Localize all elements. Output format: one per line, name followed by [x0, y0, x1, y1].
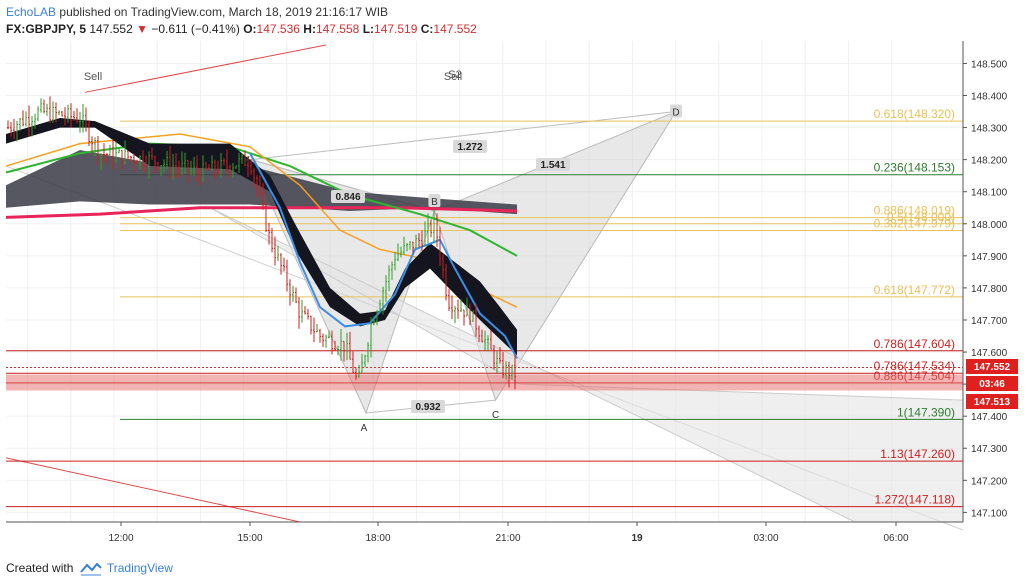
fib-level-label: 0.886(148.019)	[874, 204, 955, 218]
pattern-xd-line	[250, 111, 677, 161]
y-tick-label: 147.300	[971, 444, 1008, 455]
down-arrow-icon: ▼	[136, 22, 148, 36]
ratio-label: 0.846	[335, 192, 360, 203]
pattern-point-label: C	[492, 410, 499, 421]
ma-blue	[249, 152, 518, 359]
y-tick-label: 148.200	[971, 156, 1008, 167]
price-tag-label: 147.552	[974, 362, 1011, 373]
x-tick-label: 15:00	[237, 533, 262, 544]
author-link[interactable]: EchoLAB	[6, 5, 57, 19]
close-label: C:	[420, 22, 434, 36]
ma-red	[5, 206, 518, 219]
fib-level-label: 0.236(148.153)	[874, 161, 955, 175]
chart-annotation: Sell	[84, 71, 102, 83]
pattern-point-label: X	[243, 156, 250, 167]
prz-band	[6, 374, 963, 391]
fib-level-label: 0.618(148.320)	[874, 107, 955, 121]
high-label: H:	[303, 22, 316, 36]
low-label: L:	[362, 22, 375, 36]
tradingview-logo-icon	[79, 562, 102, 576]
created-with: Created with	[6, 561, 74, 575]
y-tick-label: 148.300	[971, 124, 1008, 135]
fib-level-label: 0.5(148.000)	[887, 210, 955, 224]
fib-level-label: 0.786(147.604)	[874, 337, 955, 351]
open-value: 147.536	[256, 22, 300, 36]
fib-level-label: 0.786(147.534)	[874, 359, 955, 373]
ratio-label: 1.541	[540, 160, 565, 171]
price-tag	[966, 394, 1018, 409]
ratio-label: 0.932	[415, 402, 440, 413]
y-tick-label: 147.400	[971, 412, 1008, 423]
y-tick-label: 148.100	[971, 188, 1008, 199]
tradingview-brand[interactable]: TradingView	[106, 561, 173, 575]
fib-level-label: 0.618(147.772)	[874, 283, 955, 297]
pattern-point-label: B	[431, 197, 438, 208]
symbol[interactable]: FX:GBPJPY, 5	[6, 22, 87, 36]
x-tick-label: 18:00	[365, 533, 390, 544]
ratio-badge	[411, 400, 445, 413]
change: −0.611 (−0.41%)	[151, 22, 240, 36]
y-tick-label: 148.400	[971, 92, 1008, 103]
y-tick-label: 148.500	[971, 59, 1008, 70]
price-tag-label: 147.513	[974, 397, 1011, 408]
channel-line-upper	[84, 44, 327, 93]
y-tick-label: 147.600	[971, 348, 1008, 359]
ratio-badge	[453, 140, 487, 153]
high-value: 147.558	[315, 22, 360, 36]
open-label: O:	[243, 22, 257, 36]
x-tick-label: 19	[631, 533, 643, 544]
symbol-line: FX:GBPJPY, 5 147.552 ▼ −0.611 (−0.41%) O…	[6, 22, 477, 36]
x-tick-label: 06:00	[883, 533, 908, 544]
pattern-point-label: A	[361, 423, 368, 434]
y-tick-label: 147.100	[971, 508, 1008, 519]
channel-line-lower	[5, 457, 301, 523]
ratio-label: 1.272	[457, 142, 482, 153]
price-tag	[966, 376, 1018, 391]
pattern-point-badge	[428, 193, 441, 207]
y-tick-label: 147.900	[971, 252, 1008, 263]
fib-level-label: 1.272(147.118)	[874, 493, 955, 507]
x-tick-label: 03:00	[753, 533, 778, 544]
fib-level-label: 0.382(147.979)	[874, 217, 955, 231]
y-tick-label: 147.700	[971, 316, 1008, 327]
ratio-badge	[331, 190, 365, 203]
close-value: 147.552	[433, 22, 477, 36]
fib-level-label: 1.13(147.260)	[880, 447, 955, 461]
y-tick-label: 148.000	[971, 220, 1008, 231]
fib-level-label: 1(147.390)	[897, 405, 955, 419]
y-tick-label: 147.800	[971, 284, 1008, 295]
price-tag	[966, 359, 1018, 374]
footer: Created with TradingView	[6, 561, 173, 576]
ratio-badge	[536, 158, 570, 171]
chart-annotation: S2	[448, 69, 461, 81]
x-tick-label: 12:00	[108, 533, 133, 544]
pattern-point-badge	[670, 104, 682, 118]
y-tick-label: 147.200	[971, 476, 1008, 487]
last-price: 147.552	[89, 22, 133, 36]
price-tag-label: 03:46	[979, 379, 1005, 390]
low-value: 147.519	[374, 22, 418, 36]
publish-line: EchoLAB published on TradingView.com, Ma…	[6, 5, 388, 19]
published-text: published on TradingView.com, March 18, …	[59, 5, 389, 19]
pattern-point-label: D	[672, 108, 679, 119]
x-tick-label: 21:00	[495, 533, 520, 544]
ma-green	[5, 142, 518, 257]
chart-annotation: Sell	[444, 71, 462, 83]
